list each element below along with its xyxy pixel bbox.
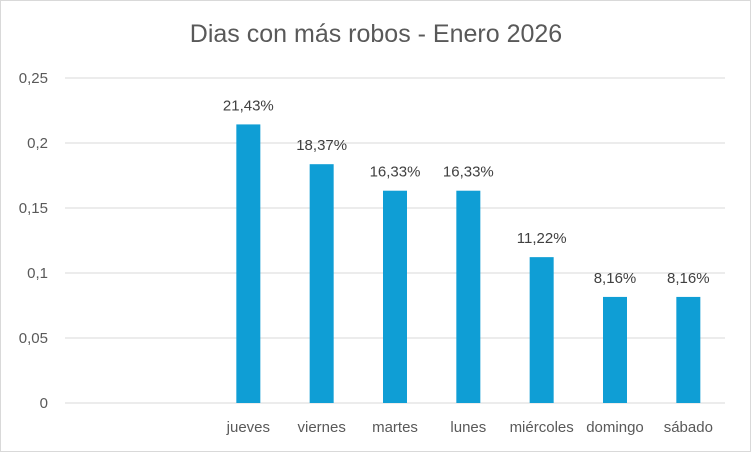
bar (309, 164, 334, 403)
x-category-label: domingo (586, 419, 644, 436)
bar (456, 190, 481, 403)
x-category-label: jueves (226, 419, 270, 436)
data-label: 21,43% (223, 97, 274, 114)
bar (529, 257, 554, 403)
y-axis-ticks: 0 0,05 0,1 0,15 0,2 0,25 (19, 70, 48, 412)
x-category-label: sábado (664, 419, 713, 436)
x-category-label: martes (372, 419, 418, 436)
data-label: 16,33% (370, 164, 421, 181)
chart-title: Dias con más robos - Enero 2026 (190, 20, 562, 48)
data-labels: 21,43% 18,37% 16,33% 16,33% 11,22% 8,16% 8,16% (223, 97, 710, 287)
bar (383, 190, 407, 403)
bars (236, 124, 701, 403)
data-label: 18,37% (296, 137, 347, 154)
x-category-label: miércoles (510, 419, 574, 436)
x-category-label: lunes (450, 419, 486, 436)
y-tick-label: 0 (40, 395, 48, 412)
data-label: 8,16% (594, 270, 637, 287)
bar (236, 124, 261, 403)
y-tick-label: 0,25 (19, 70, 48, 87)
data-label: 16,33% (443, 164, 494, 181)
x-category-label: viernes (297, 419, 345, 436)
bar (676, 296, 701, 403)
y-tick-label: 0,2 (27, 135, 48, 152)
y-tick-label: 0,15 (19, 200, 48, 217)
bar (603, 296, 627, 403)
y-tick-label: 0,1 (27, 265, 48, 282)
data-label: 11,22% (517, 230, 567, 247)
data-label: 8,16% (667, 270, 710, 287)
x-axis-categories: jueves viernes martes lunes miércoles domingo… (226, 419, 713, 436)
y-tick-label: 0,05 (19, 330, 48, 347)
